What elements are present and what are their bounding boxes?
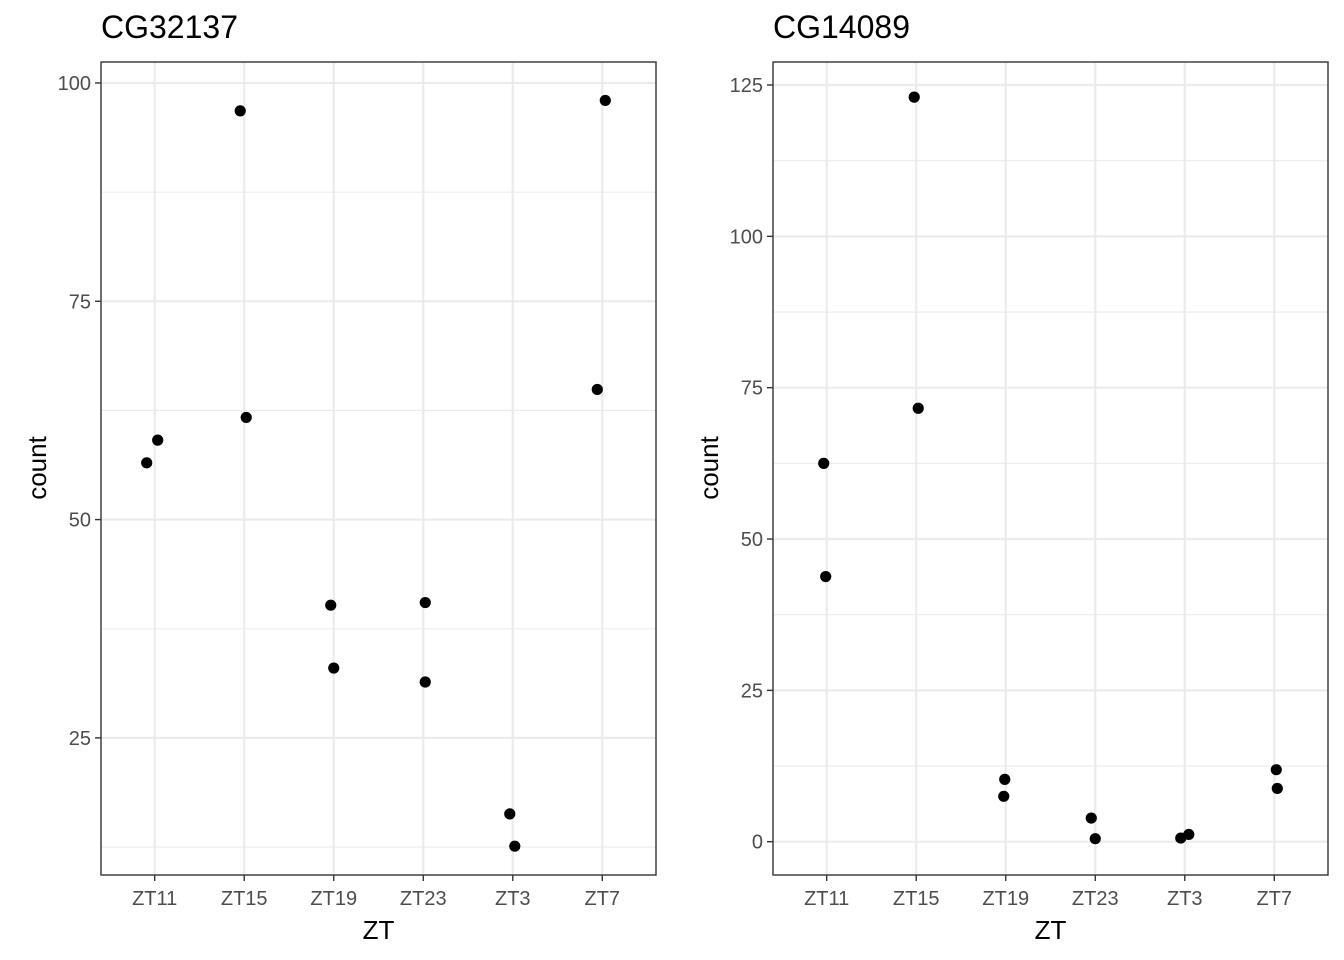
- x-tick-label: ZT23: [400, 888, 447, 910]
- y-tick-label: 100: [58, 73, 91, 95]
- x-tick-label: ZT3: [1167, 888, 1203, 910]
- data-point: [504, 808, 516, 820]
- data-point: [509, 840, 521, 852]
- x-tick-label: ZT11: [804, 888, 849, 910]
- data-point: [908, 91, 920, 103]
- x-axis-title: ZT: [1035, 915, 1067, 945]
- x-axis: ZT11 ZT15 ZT19 ZT23 ZT3 ZT7: [132, 875, 620, 910]
- data-point: [998, 790, 1010, 802]
- x-tick-label: ZT15: [893, 888, 940, 910]
- data-point: [1270, 764, 1282, 776]
- panel-background: [773, 62, 1328, 875]
- y-axis-title: count: [22, 435, 52, 499]
- grid: [773, 62, 1328, 875]
- data-point: [1183, 828, 1195, 841]
- y-tick-label: 25: [69, 728, 91, 750]
- data-point: [599, 94, 611, 107]
- data-point: [240, 411, 252, 424]
- data-point: [419, 596, 431, 609]
- panel-border: [100, 61, 657, 876]
- panel-title: CG32137: [101, 9, 238, 45]
- data-point: [419, 676, 431, 688]
- y-tick-label: 125: [730, 75, 763, 97]
- x-tick-label: ZT23: [1072, 888, 1119, 910]
- x-tick-label: ZT19: [982, 888, 1029, 910]
- data-point: [152, 434, 164, 446]
- x-tick-label: ZT11: [132, 888, 177, 910]
- y-axis: 0 25 50 75 100 125: [730, 75, 773, 854]
- panel-title: CG14089: [773, 9, 910, 45]
- panel-background: [101, 62, 656, 875]
- y-tick-label: 50: [741, 529, 763, 551]
- data-point: [234, 105, 246, 117]
- y-tick-label: 75: [69, 291, 91, 313]
- y-tick-label: 75: [741, 378, 763, 400]
- data-point: [1271, 782, 1283, 795]
- data-point: [912, 402, 924, 414]
- x-tick-label: ZT15: [221, 888, 268, 910]
- points: [141, 94, 611, 852]
- x-tick-label: ZT7: [1257, 888, 1293, 910]
- x-tick-label: ZT19: [310, 888, 357, 910]
- data-point: [141, 457, 153, 469]
- x-tick-label: ZT7: [585, 888, 621, 910]
- data-point: [820, 570, 832, 583]
- data-point: [591, 383, 603, 396]
- data-point: [999, 773, 1011, 785]
- points: [818, 91, 1283, 845]
- y-axis: 25 50 75 100: [58, 73, 101, 750]
- data-point: [328, 662, 340, 674]
- x-tick-label: ZT3: [495, 888, 531, 910]
- data-point: [818, 457, 830, 469]
- data-point: [1089, 833, 1101, 845]
- x-axis: ZT11 ZT15 ZT19 ZT23 ZT3 ZT7: [804, 875, 1292, 910]
- panel-border: [772, 61, 1329, 876]
- y-tick-label: 100: [730, 226, 763, 248]
- y-tick-label: 25: [741, 680, 763, 702]
- x-axis-title: ZT: [363, 915, 395, 945]
- data-point: [1085, 812, 1097, 824]
- y-tick-label: 0: [752, 832, 763, 854]
- y-tick-label: 50: [69, 510, 91, 532]
- y-axis-title: count: [694, 435, 724, 499]
- grid: [101, 62, 656, 875]
- data-point: [325, 599, 337, 611]
